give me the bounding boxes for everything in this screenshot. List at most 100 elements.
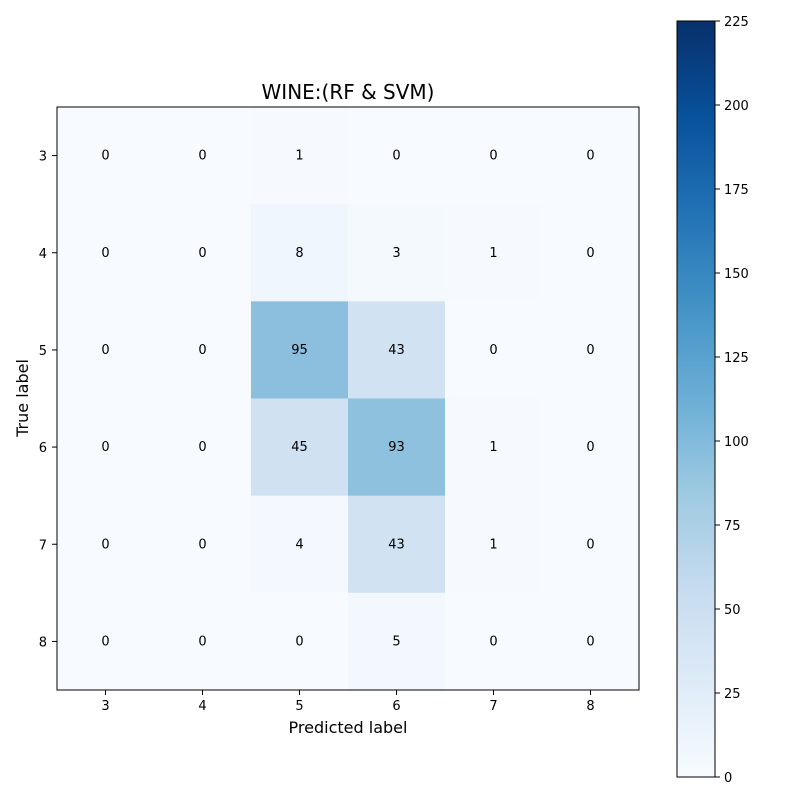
y-tick-label: 6 — [39, 441, 47, 456]
heatmap-cell — [542, 495, 640, 594]
y-tick-label: 7 — [39, 538, 47, 553]
heatmap-cell — [445, 301, 543, 399]
heatmap-cell — [251, 398, 349, 497]
heatmap-cell — [542, 301, 640, 399]
cell-value-label: 0 — [586, 343, 594, 358]
cell-value-label: 0 — [489, 149, 497, 164]
heatmap-cell — [445, 592, 543, 691]
heatmap-cell — [154, 107, 252, 205]
heatmap-cell — [57, 301, 155, 399]
heatmap-cell — [251, 107, 349, 205]
colorbar-tick-label: 0 — [724, 771, 732, 786]
heatmap-cell — [154, 204, 252, 302]
cell-value-label: 1 — [489, 246, 497, 261]
x-tick-label: 5 — [295, 699, 303, 714]
cell-value-label: 0 — [392, 149, 400, 164]
cell-value-label: 0 — [101, 440, 109, 455]
heatmap-cell — [445, 495, 543, 594]
plot-frame — [56, 106, 640, 691]
y-tick-label: 8 — [39, 635, 47, 650]
cell-value-label: 1 — [489, 537, 497, 552]
cell-value-label: 0 — [198, 440, 206, 455]
cell-value-label: 0 — [101, 634, 109, 649]
heatmap-cell — [445, 398, 543, 497]
cell-value-label: 43 — [388, 343, 405, 358]
y-tick-label: 4 — [39, 247, 47, 262]
cell-value-label: 0 — [101, 343, 109, 358]
heatmap-cell — [57, 107, 155, 205]
cell-value-label: 0 — [489, 343, 497, 358]
heatmap-cell — [348, 301, 446, 399]
chart-title: WINE:(RF & SVM) — [262, 80, 435, 104]
heatmap-cell — [542, 107, 640, 205]
heatmap-cell — [348, 495, 446, 594]
x-tick-label: 7 — [489, 699, 497, 714]
heatmap-cell — [154, 592, 252, 691]
cell-value-label: 0 — [198, 246, 206, 261]
cell-value-label: 0 — [586, 440, 594, 455]
cell-value-label: 0 — [101, 149, 109, 164]
cell-value-label: 3 — [392, 246, 400, 261]
y-axis-ticks: 3 4 5 6 7 8 — [39, 150, 57, 650]
cell-value-label: 0 — [198, 343, 206, 358]
colorbar-tick-label: 25 — [724, 687, 741, 702]
cell-value-label: 43 — [388, 537, 405, 552]
heatmap-cell — [348, 107, 446, 205]
x-tick-label: 8 — [586, 699, 594, 714]
colorbar-tick-label: 100 — [724, 435, 749, 450]
cell-value-label: 0 — [586, 149, 594, 164]
heatmap-cell — [57, 204, 155, 302]
cell-value-label: 0 — [586, 246, 594, 261]
heatmap-cell — [251, 204, 349, 302]
cell-value-label: 0 — [586, 537, 594, 552]
heatmap-cell — [445, 204, 543, 302]
x-axis-label: Predicted label — [289, 718, 408, 737]
colorbar-tick-label: 75 — [724, 519, 741, 534]
x-tick-label: 6 — [392, 699, 400, 714]
colorbar-tick-label: 150 — [724, 267, 749, 282]
cell-value-label: 5 — [392, 634, 400, 649]
cell-value-label: 1 — [295, 149, 303, 164]
heatmap-cell — [542, 398, 640, 497]
heatmap-cell — [251, 495, 349, 594]
cell-value-label: 0 — [101, 246, 109, 261]
cell-value-label: 0 — [586, 634, 594, 649]
colorbar-tick-label: 200 — [724, 99, 749, 114]
heatmap-cell — [154, 398, 252, 497]
colorbar-tick-label: 175 — [724, 183, 749, 198]
cell-value-label: 1 — [489, 440, 497, 455]
heatmap-cell — [251, 301, 349, 399]
cell-value-label: 93 — [388, 440, 405, 455]
heatmap-cell — [154, 495, 252, 594]
heatmap-cell — [348, 592, 446, 691]
heatmap-cell — [57, 398, 155, 497]
cell-value-label: 0 — [198, 537, 206, 552]
x-axis-ticks: 3 4 5 6 7 8 — [101, 690, 595, 714]
cell-value-label: 0 — [198, 149, 206, 164]
x-tick-label: 4 — [198, 699, 206, 714]
y-tick-label: 5 — [39, 344, 47, 359]
heatmap-cell — [445, 107, 543, 205]
cell-value-label: 0 — [489, 634, 497, 649]
y-tick-label: 3 — [39, 150, 47, 165]
heatmap-cell — [348, 204, 446, 302]
cell-value-label: 0 — [198, 634, 206, 649]
heatmap-cell — [57, 495, 155, 594]
heatmap-cell — [251, 592, 349, 691]
cell-value-label: 4 — [295, 537, 303, 552]
cell-value-label: 8 — [295, 246, 303, 261]
cell-value-label: 45 — [291, 440, 308, 455]
colorbar-ticks: 0 25 50 75 100 125 150 175 200 225 — [715, 15, 749, 786]
cell-value-label: 0 — [295, 634, 303, 649]
x-tick-label: 3 — [101, 699, 109, 714]
colorbar-tick-label: 125 — [724, 351, 749, 366]
cell-value-label: 95 — [291, 343, 308, 358]
colorbar-tick-label: 225 — [724, 15, 749, 30]
colorbar — [676, 20, 716, 778]
heatmap-cell — [348, 398, 446, 497]
heatmap-cell — [542, 204, 640, 302]
heatmap-cells: 0 0 1 0 0 0 0 0 8 3 1 0 0 0 95 43 0 0 0 0 45 93 1 0 0 0 4 43 1 0 0 0 0 5 0… — [57, 107, 640, 691]
heatmap-cell — [57, 592, 155, 691]
colorbar-tick-label: 50 — [724, 603, 741, 618]
